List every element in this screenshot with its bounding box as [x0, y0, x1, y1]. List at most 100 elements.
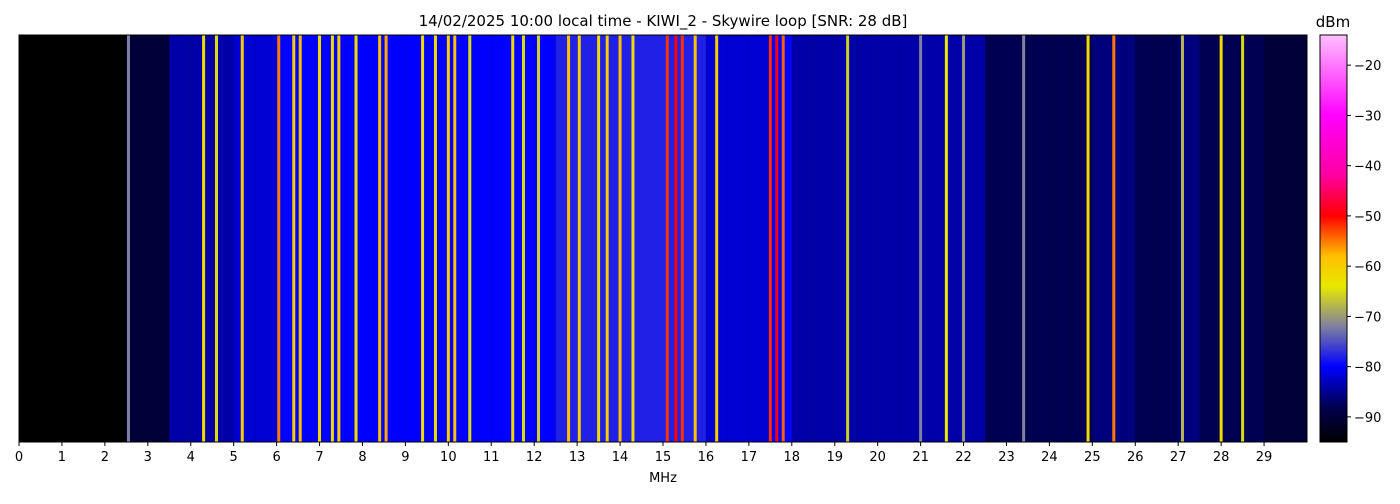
floor-band: [104, 35, 127, 442]
signal-trace: [468, 35, 472, 442]
signal-trace: [693, 35, 697, 442]
signal-trace: [202, 35, 206, 442]
x-tick-label: 4: [187, 450, 195, 465]
floor-band: [147, 35, 170, 442]
signal-trace: [277, 35, 281, 442]
floor-band: [1027, 35, 1050, 442]
signal-trace: [665, 35, 669, 442]
floor-band: [1156, 35, 1179, 442]
floor-band: [341, 35, 363, 442]
floor-band: [491, 35, 513, 442]
signal-trace: [605, 35, 609, 442]
plot-area: [19, 35, 1307, 442]
floor-band: [383, 35, 406, 442]
floor-band: [448, 35, 470, 442]
floor-band: [233, 35, 256, 442]
floor-band: [319, 35, 341, 442]
floor-band: [555, 35, 578, 442]
x-tick-label: 6: [272, 450, 280, 465]
floor-band: [620, 35, 642, 442]
x-tick-label: 0: [15, 450, 23, 465]
x-tick-label: 25: [1084, 450, 1101, 465]
floor-band: [1113, 35, 1136, 442]
signal-trace: [330, 35, 334, 442]
x-tick-label: 24: [1041, 450, 1058, 465]
x-tick-label: 10: [440, 450, 457, 465]
x-tick-label: 11: [483, 450, 500, 465]
floor-band: [813, 35, 835, 442]
floor-band: [963, 35, 985, 442]
signal-trace: [511, 35, 515, 442]
colorbar-tick-label: −90: [1354, 411, 1381, 426]
floor-band: [1264, 35, 1286, 442]
signal-trace: [768, 35, 772, 442]
floor-band: [577, 35, 599, 442]
signal-trace: [577, 35, 581, 442]
signal-trace: [214, 35, 218, 442]
signal-trace: [378, 35, 382, 442]
colorbar-tick-label: −40: [1354, 160, 1381, 175]
signal-trace: [453, 35, 457, 442]
colorbar-tick-label: −80: [1354, 361, 1381, 376]
x-tick-label: 12: [526, 450, 543, 465]
x-tick-label: 27: [1170, 450, 1187, 465]
signal-trace: [384, 35, 388, 442]
floor-band: [469, 35, 492, 442]
x-tick-label: 17: [741, 450, 758, 465]
floor-band: [727, 35, 749, 442]
signal-trace: [919, 35, 923, 442]
signal-trace: [715, 35, 719, 442]
signal-trace: [126, 35, 130, 442]
x-tick-label: 19: [826, 450, 843, 465]
signal-trace: [781, 35, 785, 442]
colorbar-tick-label: −20: [1354, 59, 1381, 74]
x-tick-label: 15: [655, 450, 672, 465]
floor-band: [255, 35, 277, 442]
colorbar-tick-label: −30: [1354, 109, 1381, 124]
x-tick-label: 22: [955, 450, 972, 465]
floor-band: [1242, 35, 1265, 442]
signal-trace: [298, 35, 302, 442]
x-tick-label: 28: [1213, 450, 1230, 465]
x-tick-label: 26: [1127, 450, 1144, 465]
colorbar-tick-label: −50: [1354, 210, 1381, 225]
signal-trace: [421, 35, 425, 442]
floor-band: [426, 35, 449, 442]
floor-band: [40, 35, 62, 442]
signal-trace: [446, 35, 450, 442]
floor-band: [598, 35, 621, 442]
signal-trace: [521, 35, 525, 442]
signal-trace: [318, 35, 322, 442]
signal-trace: [1219, 35, 1223, 442]
colorbar: [1319, 34, 1348, 443]
floor-band: [791, 35, 814, 442]
x-tick-label: 13: [569, 450, 586, 465]
x-tick-label: 7: [315, 450, 323, 465]
floor-band: [877, 35, 900, 442]
signal-trace: [536, 35, 540, 442]
floor-band: [834, 35, 857, 442]
signal-trace: [1086, 35, 1090, 442]
floor-band: [1285, 35, 1307, 442]
x-tick-label: 9: [401, 450, 409, 465]
signal-trace: [674, 35, 678, 442]
signal-trace: [944, 35, 948, 442]
x-tick-label: 16: [698, 450, 715, 465]
signal-trace: [1180, 35, 1184, 442]
floor-band: [61, 35, 84, 442]
x-tick-label: 2: [101, 450, 109, 465]
floor-band: [770, 35, 792, 442]
signal-trace: [775, 35, 779, 442]
colorbar-tick-label: −60: [1354, 260, 1381, 275]
floor-band: [641, 35, 663, 442]
x-tick-label: 14: [612, 450, 629, 465]
x-tick-label: 18: [784, 450, 801, 465]
signal-trace: [1241, 35, 1245, 442]
floor-band: [748, 35, 771, 442]
floor-band: [169, 35, 191, 442]
floor-band: [1092, 35, 1114, 442]
x-tick-label: 21: [912, 450, 929, 465]
floor-band: [985, 35, 1007, 442]
signal-trace: [597, 35, 601, 442]
signal-trace: [680, 35, 684, 442]
